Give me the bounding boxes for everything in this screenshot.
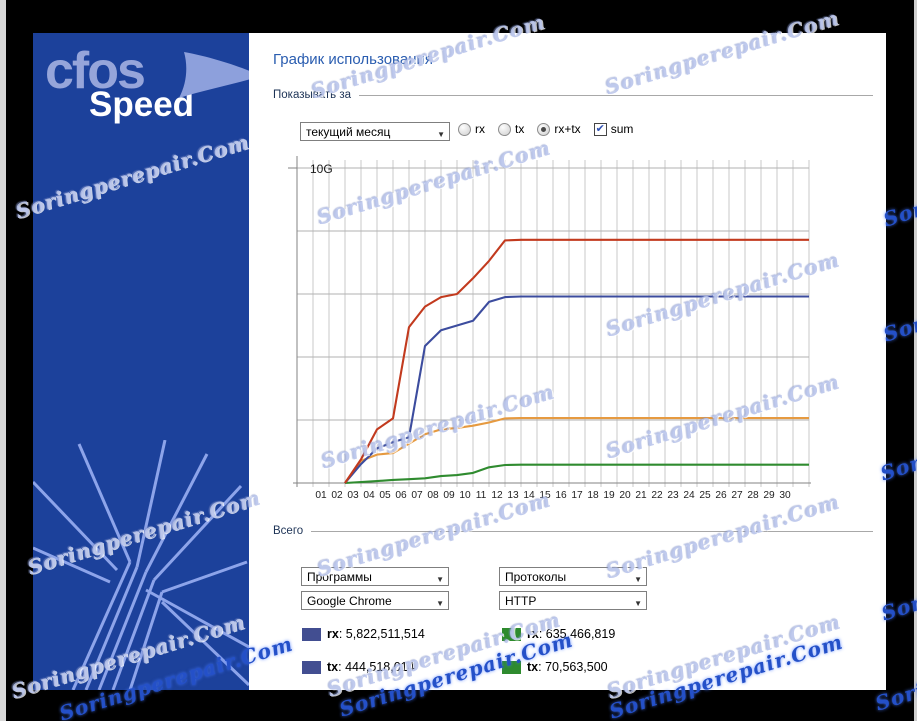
y-axis-top-label: 10G	[310, 162, 333, 176]
x-axis-labels: 01 02 03 04 05 06 07 08 09 10 11 12 13 14 15 16 17 18 19 20…	[315, 490, 791, 501]
svg-text:21: 21	[635, 490, 647, 501]
orange-line	[344, 417, 809, 484]
legend-color-swatch	[302, 660, 321, 674]
svg-text:12: 12	[491, 490, 503, 501]
checkbox-icon[interactable]: ✔	[593, 122, 607, 136]
radio-rx[interactable]: rx	[458, 122, 485, 136]
svg-text:22: 22	[651, 490, 663, 501]
red-line	[344, 238, 809, 484]
svg-text:01: 01	[315, 490, 327, 501]
legend-color-swatch	[302, 627, 321, 641]
dropdown-arrow-icon: ▼	[436, 599, 444, 608]
logo-brand-text: cfos	[45, 42, 146, 100]
period-select-value: текущий месяц	[306, 125, 391, 139]
radio-icon[interactable]	[498, 122, 511, 136]
radio-icon[interactable]	[537, 122, 551, 136]
svg-text:11: 11	[476, 490, 487, 501]
protocol-item-value: HTTP	[505, 594, 537, 608]
period-section-label: Показывать за	[273, 89, 351, 101]
cfos-speed-logo: cfos Speed	[45, 45, 249, 125]
stat-text: tx: 444,518,014	[327, 660, 415, 674]
svg-text:05: 05	[379, 490, 391, 501]
stat-rx-col0: rx: 5,822,511,514	[302, 627, 425, 641]
cfosspeed-window: cfos Speed	[33, 33, 886, 690]
dropdown-arrow-icon: ▼	[634, 575, 642, 584]
option-label: sum	[610, 122, 634, 136]
totals-section-header: Всего	[273, 525, 873, 537]
stat-tx-col0: tx: 444,518,014	[302, 660, 415, 674]
stat-tx-col1: tx: 70,563,500	[502, 660, 608, 674]
svg-text:29: 29	[763, 490, 775, 501]
option-label: rx	[475, 122, 485, 136]
usage-chart: 10G 01 02 03 04 05 06 07 08 09 10 11 12 13 14 15 16 17 18 1…	[288, 156, 811, 501]
protocols-category-value: Протоколы	[505, 570, 567, 584]
sidebar-decoration-lines	[33, 440, 249, 690]
option-label: tx	[515, 122, 525, 136]
divider-line	[311, 531, 873, 532]
svg-text:14: 14	[523, 490, 535, 501]
option-label: rx+tx	[554, 122, 581, 136]
svg-text:04: 04	[363, 490, 375, 501]
svg-text:16: 16	[555, 490, 567, 501]
svg-text:30: 30	[779, 490, 791, 501]
radio-tx[interactable]: tx	[498, 122, 524, 136]
protocols-category-select[interactable]: Протоколы ▼	[499, 567, 647, 586]
divider-line	[359, 95, 873, 96]
display-mode-options: rx tx rx+tx ✔ sum	[458, 122, 633, 136]
program-item-select[interactable]: Google Chrome ▼	[301, 591, 449, 610]
svg-text:27: 27	[731, 490, 743, 501]
svg-text:23: 23	[667, 490, 679, 501]
dropdown-arrow-icon: ▼	[634, 599, 642, 608]
svg-text:02: 02	[331, 490, 343, 501]
legend-color-swatch	[502, 627, 521, 641]
svg-text:20: 20	[619, 490, 631, 501]
stat-text: rx: 635,466,819	[527, 627, 616, 641]
page-title: График использования	[273, 51, 433, 68]
svg-text:03: 03	[347, 490, 359, 501]
dropdown-arrow-icon: ▼	[436, 575, 444, 584]
logo-product-text: Speed	[89, 85, 195, 124]
stat-rx-col1: rx: 635,466,819	[502, 627, 615, 641]
logo-swoosh-icon	[179, 52, 249, 98]
screen-edge-left	[0, 0, 6, 721]
svg-text:25: 25	[699, 490, 711, 501]
programs-category-value: Программы	[307, 570, 372, 584]
legend-color-swatch	[502, 660, 521, 674]
sidebar: cfos Speed	[33, 33, 249, 690]
svg-text:17: 17	[571, 490, 583, 501]
period-select[interactable]: текущий месяц ▼	[300, 122, 450, 141]
svg-text:26: 26	[715, 490, 727, 501]
svg-text:10: 10	[459, 490, 471, 501]
program-item-value: Google Chrome	[307, 594, 392, 608]
svg-text:09: 09	[443, 490, 455, 501]
stat-text: tx: 70,563,500	[527, 660, 608, 674]
svg-text:18: 18	[587, 490, 599, 501]
screen-edge-right	[914, 0, 917, 721]
blue-line	[344, 295, 809, 484]
svg-text:15: 15	[539, 490, 551, 501]
dropdown-arrow-icon: ▼	[437, 130, 445, 139]
svg-text:07: 07	[411, 490, 423, 501]
svg-text:13: 13	[507, 490, 519, 501]
protocol-item-select[interactable]: HTTP ▼	[499, 591, 647, 610]
svg-text:24: 24	[683, 490, 695, 501]
programs-category-select[interactable]: Программы ▼	[301, 567, 449, 586]
green-line	[344, 463, 809, 485]
radio-icon[interactable]	[458, 122, 471, 136]
stat-text: rx: 5,822,511,514	[327, 627, 425, 641]
svg-text:08: 08	[427, 490, 439, 501]
svg-text:19: 19	[603, 490, 615, 501]
chart-grid	[297, 160, 810, 487]
radio-rx-tx[interactable]: rx+tx	[537, 122, 581, 136]
svg-text:06: 06	[395, 490, 407, 501]
checkbox-sum[interactable]: ✔ sum	[593, 122, 634, 136]
svg-text:28: 28	[747, 490, 759, 501]
period-section-header: Показывать за	[273, 89, 873, 101]
chart-axes	[288, 156, 811, 487]
totals-section-label: Всего	[273, 525, 304, 537]
